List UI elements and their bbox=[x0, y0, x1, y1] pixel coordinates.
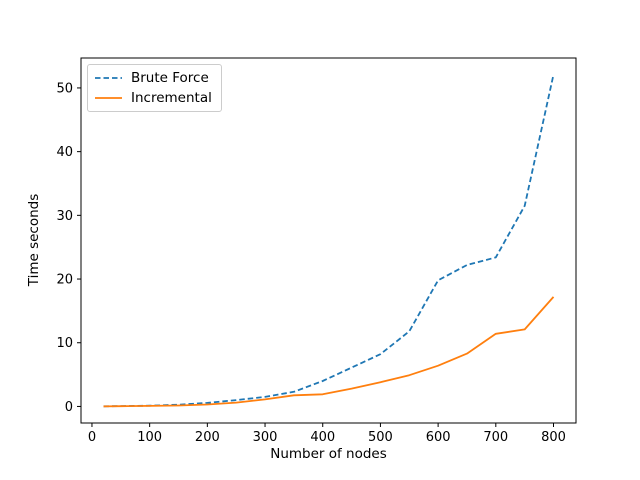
legend-label: Brute Force bbox=[131, 70, 209, 86]
brute-force-line-sample-icon bbox=[95, 77, 122, 79]
x-axis-label: Number of nodes bbox=[270, 446, 387, 462]
x-tick-label: 400 bbox=[310, 430, 335, 445]
y-tick-label: 10 bbox=[56, 336, 73, 351]
incremental-line-sample-icon bbox=[95, 97, 122, 99]
x-tick-label: 600 bbox=[426, 430, 451, 445]
y-tick-label: 0 bbox=[65, 400, 73, 415]
y-tick-label: 30 bbox=[56, 209, 73, 224]
series-line-incremental bbox=[103, 296, 555, 408]
x-tick-label: 300 bbox=[253, 430, 278, 445]
legend-label: Incremental bbox=[131, 90, 212, 106]
series-line-brute-force bbox=[103, 74, 555, 408]
legend-item-incremental: Incremental bbox=[95, 90, 212, 106]
y-tick-label: 20 bbox=[56, 273, 73, 288]
x-tick-label: 0 bbox=[88, 430, 96, 445]
legend-item-brute-force: Brute Force bbox=[95, 70, 212, 86]
chart-legend: Brute Force Incremental bbox=[87, 64, 222, 112]
x-tick-label: 800 bbox=[541, 430, 566, 445]
x-tick-label: 100 bbox=[137, 430, 162, 445]
y-tick-label: 50 bbox=[56, 81, 73, 96]
x-tick-label: 500 bbox=[368, 430, 393, 445]
y-axis-label: Time seconds bbox=[26, 193, 42, 287]
plot-border bbox=[80, 57, 577, 424]
x-tick-label: 200 bbox=[195, 430, 220, 445]
x-tick-label: 700 bbox=[483, 430, 508, 445]
y-tick-label: 40 bbox=[56, 145, 73, 160]
